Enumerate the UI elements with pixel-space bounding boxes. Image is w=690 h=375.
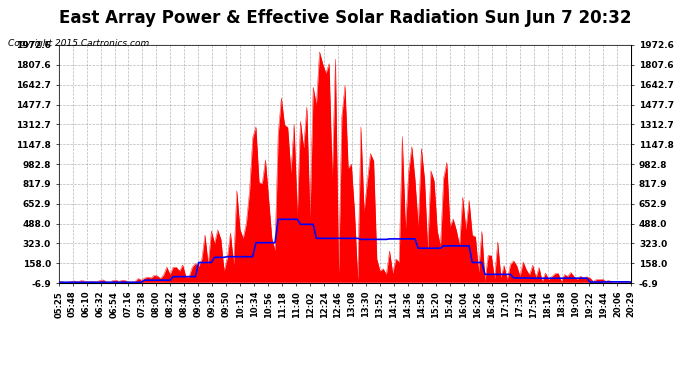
Text: Copyright 2015 Cartronics.com: Copyright 2015 Cartronics.com — [8, 39, 150, 48]
Text: Radiation (Effective w/m2): Radiation (Effective w/m2) — [373, 32, 500, 41]
Text: East Array  (DC Watts): East Array (DC Watts) — [511, 32, 617, 41]
Text: East Array Power & Effective Solar Radiation Sun Jun 7 20:32: East Array Power & Effective Solar Radia… — [59, 9, 631, 27]
